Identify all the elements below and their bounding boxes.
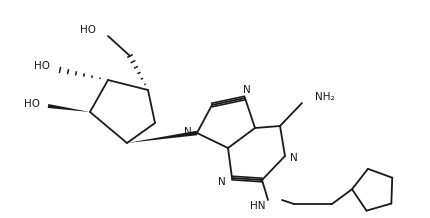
Text: HO: HO — [80, 25, 96, 35]
Text: HO: HO — [34, 61, 50, 71]
Text: N: N — [184, 127, 192, 137]
Text: HN: HN — [250, 201, 266, 211]
Text: N: N — [243, 85, 251, 95]
Text: NH₂: NH₂ — [315, 92, 335, 102]
Polygon shape — [127, 131, 197, 143]
Polygon shape — [48, 104, 90, 112]
Text: HO: HO — [24, 99, 40, 109]
Text: N: N — [218, 177, 226, 187]
Text: N: N — [290, 153, 298, 163]
